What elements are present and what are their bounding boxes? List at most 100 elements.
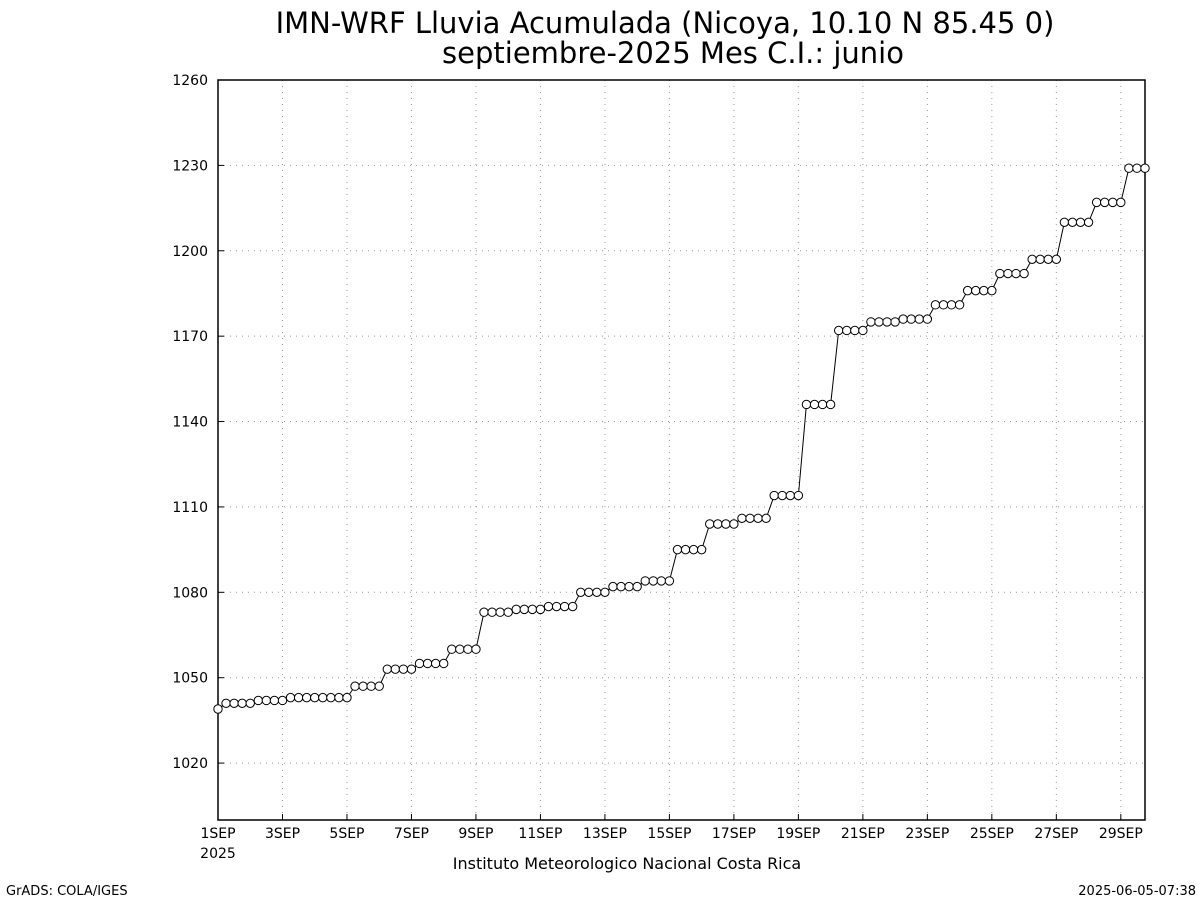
data-point	[1027, 254, 1037, 265]
data-point	[1132, 163, 1142, 173]
data-point	[842, 325, 852, 336]
data-point	[648, 576, 658, 586]
data-point	[1140, 163, 1150, 173]
data-point	[261, 695, 272, 706]
data-point	[809, 399, 820, 410]
data-point	[301, 692, 312, 703]
data-point	[229, 698, 239, 709]
data-point	[995, 268, 1005, 279]
data-point	[479, 607, 489, 617]
data-point	[447, 644, 457, 654]
x-tick-label: 21SEP	[841, 826, 885, 842]
data-point	[696, 544, 707, 555]
data-point	[793, 490, 804, 501]
data-point	[285, 692, 296, 703]
data-point	[850, 325, 860, 336]
data-point	[584, 587, 594, 598]
data-point	[1124, 163, 1134, 173]
data-point	[858, 325, 868, 336]
data-point	[1043, 254, 1053, 265]
data-point	[962, 285, 973, 296]
data-point	[543, 601, 554, 612]
data-point	[213, 704, 223, 714]
y-tick-label: 1170	[172, 329, 208, 345]
data-point	[592, 587, 602, 598]
data-point	[382, 664, 392, 674]
data-point	[745, 513, 755, 524]
y-tick-label: 1050	[172, 671, 208, 687]
data-point	[527, 604, 538, 615]
data-point	[358, 681, 368, 691]
y-tick-label: 1020	[172, 756, 208, 772]
data-point	[519, 604, 530, 615]
data-point	[559, 601, 570, 612]
x-tick-label: 19SEP	[776, 826, 820, 842]
x-tick-label: 17SEP	[712, 826, 756, 842]
y-tick-label: 1260	[172, 73, 208, 89]
y-tick-label: 1140	[172, 415, 208, 431]
data-point	[1051, 254, 1062, 265]
data-point	[1091, 197, 1102, 208]
timestamp: 2025-06-05-07:38	[1078, 884, 1196, 899]
data-point	[971, 285, 981, 296]
data-point	[551, 601, 562, 612]
data-point	[987, 285, 997, 296]
data-point	[535, 604, 546, 615]
data-point	[616, 581, 626, 592]
data-point	[954, 300, 965, 310]
data-point	[874, 317, 884, 327]
data-point	[237, 698, 247, 709]
data-point	[1011, 268, 1021, 279]
x-tick-label: 29SEP	[1099, 826, 1143, 842]
data-point	[366, 681, 376, 691]
x-tick-label: 15SEP	[647, 826, 691, 842]
data-point	[1108, 197, 1118, 208]
data-point	[398, 664, 409, 674]
data-point	[979, 285, 989, 296]
data-point	[632, 581, 642, 592]
data-point	[576, 587, 586, 598]
data-point	[938, 300, 949, 310]
data-point	[882, 317, 892, 327]
x-tick-label: 13SEP	[583, 826, 627, 842]
data-point	[1083, 217, 1094, 228]
data-point	[680, 544, 691, 555]
data-point	[785, 490, 796, 501]
data-point	[866, 317, 876, 327]
data-point	[640, 576, 650, 586]
data-point	[1059, 217, 1070, 228]
data-point	[487, 607, 497, 617]
data-point	[713, 519, 723, 529]
data-point	[430, 658, 441, 669]
data-point	[608, 581, 618, 592]
data-point	[269, 695, 280, 706]
data-point	[1067, 217, 1078, 228]
data-point	[503, 607, 513, 617]
data-point	[253, 695, 264, 706]
data-point	[1035, 254, 1045, 265]
chart-title: IMN-WRF Lluvia Acumulada (Nicoya, 10.10 …	[276, 6, 1055, 40]
data-point	[463, 644, 473, 654]
data-point	[688, 544, 699, 555]
data-point	[1116, 197, 1126, 208]
data-point	[511, 604, 521, 615]
x-tick-label: 27SEP	[1034, 826, 1078, 842]
x-tick-label: 5SEP	[329, 826, 364, 842]
data-point	[495, 607, 505, 617]
x-tick-label: 23SEP	[905, 826, 949, 842]
data-point	[455, 644, 465, 654]
data-point	[769, 490, 779, 501]
x-tick-label: 1SEP	[200, 826, 235, 842]
data-point	[890, 317, 900, 327]
data-point	[672, 544, 683, 555]
chart-subtitle: septiembre-2025 Mes C.I.: junio	[442, 36, 904, 70]
data-point	[600, 587, 610, 598]
data-point	[753, 513, 763, 524]
data-point	[1019, 268, 1029, 279]
data-point	[1075, 217, 1086, 228]
data-point	[898, 314, 908, 324]
x-tick-label: 3SEP	[265, 826, 300, 842]
data-point	[350, 681, 360, 691]
data-point	[624, 581, 634, 592]
y-tick-label: 1080	[172, 585, 208, 601]
